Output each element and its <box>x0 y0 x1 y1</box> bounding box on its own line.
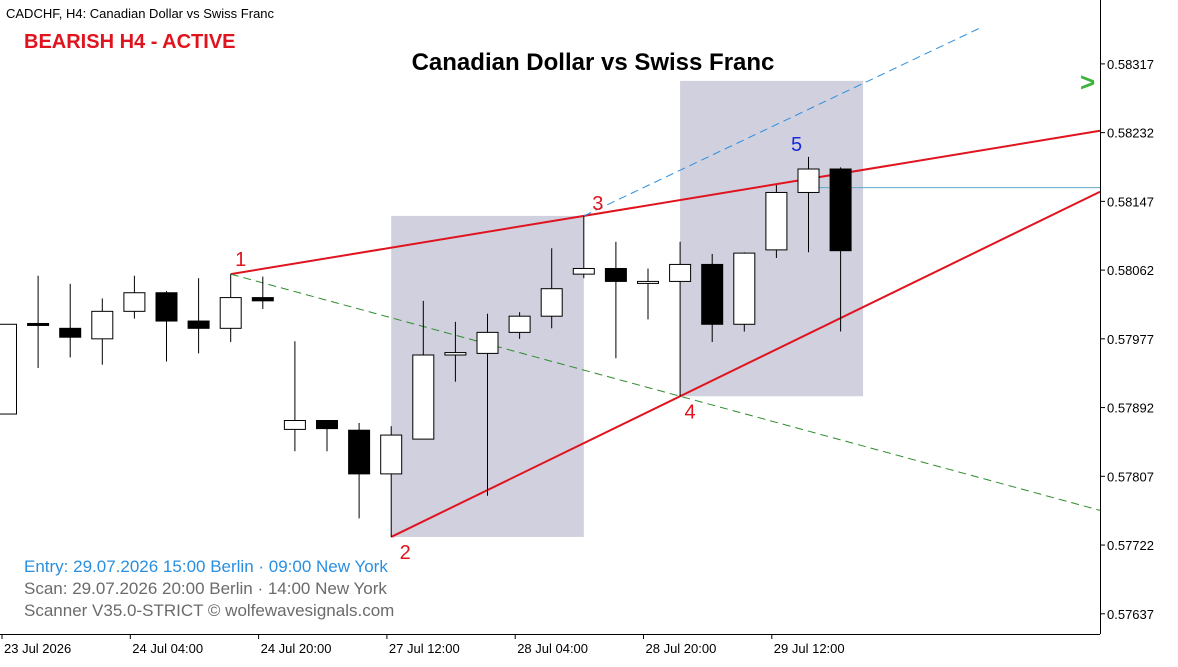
candle-body <box>637 280 659 284</box>
candle-9 <box>251 276 274 309</box>
candle-17 <box>508 312 531 339</box>
price-axis-layer: 0.58317 0.58232 0.58147 0.58062 0.57977 0.578… <box>1100 0 1154 634</box>
time-tick-label: 24 Jul 04:00 <box>132 641 203 656</box>
signal-arrow-icon: > <box>1080 67 1095 97</box>
window-title: CADCHF, H4: Canadian Dollar vs Swiss Fra… <box>6 6 275 21</box>
candle-15 <box>444 321 467 382</box>
chart-heading: Canadian Dollar vs Swiss Franc <box>412 49 775 76</box>
candle-body <box>123 292 146 312</box>
wave-line-1-3 <box>230 129 1101 276</box>
price-tick-label: 0.58147 <box>1107 194 1154 209</box>
time-axis-layer: 23 Jul 2026 24 Jul 04:00 24 Jul 20:00 27 Ju… <box>0 634 1100 656</box>
candle-4 <box>91 298 114 365</box>
candle-body <box>59 327 82 338</box>
candle-body <box>444 352 467 356</box>
candles-layer <box>0 156 852 537</box>
time-tick-label: 23 Jul 2026 <box>4 641 71 656</box>
projection-line-3-5 <box>583 27 981 217</box>
candle-8 <box>219 274 242 343</box>
candle-20 <box>604 241 627 359</box>
candle-body <box>701 263 724 325</box>
candle-1 <box>0 323 17 415</box>
candle-body <box>476 331 499 354</box>
price-tick-label: 0.57637 <box>1107 607 1154 622</box>
price-tick-label: 0.57892 <box>1107 401 1154 416</box>
candle-body <box>669 263 692 282</box>
candle-body <box>316 420 338 430</box>
price-tick-label: 0.58062 <box>1107 263 1154 278</box>
candle-27 <box>829 167 852 332</box>
candle-body <box>380 434 403 475</box>
candle-body <box>765 191 788 251</box>
candle-19 <box>572 215 595 279</box>
candle-2 <box>27 275 50 368</box>
candle-body <box>348 429 371 475</box>
candle-body <box>572 267 595 275</box>
candle-body <box>219 297 242 329</box>
candle-body <box>540 288 563 317</box>
candle-5 <box>123 275 146 319</box>
candle-body <box>0 323 17 415</box>
wave-point-2: 2 <box>400 542 411 564</box>
candle-body <box>155 292 178 322</box>
candle-11 <box>316 420 338 452</box>
candle-body <box>412 354 435 440</box>
time-tick-label: 28 Jul 04:00 <box>517 641 588 656</box>
candle-body <box>27 322 50 326</box>
candle-14 <box>412 300 435 440</box>
wave-point-1: 1 <box>235 249 246 271</box>
candle-body <box>91 310 114 340</box>
time-tick-label: 29 Jul 12:00 <box>774 641 845 656</box>
candle-23 <box>701 253 724 343</box>
price-tick-label: 0.57807 <box>1107 469 1154 484</box>
candle-body <box>187 320 210 329</box>
candle-body <box>829 168 852 252</box>
candle-body <box>797 168 820 193</box>
price-tick-label: 0.58232 <box>1107 126 1154 141</box>
wave-line-2-4 <box>390 190 1101 538</box>
signal-label: BEARISH H4 - ACTIVE <box>24 31 236 53</box>
candle-body <box>733 252 756 325</box>
wave-points-layer: 1 2 3 4 5 <box>235 134 802 564</box>
price-tick-label: 0.57722 <box>1107 538 1154 553</box>
candle-24 <box>733 252 756 332</box>
price-tick-label: 0.58317 <box>1107 57 1154 72</box>
candle-10 <box>283 341 306 452</box>
candle-26 <box>797 156 820 253</box>
candle-21 <box>637 268 659 320</box>
price-tick-label: 0.57977 <box>1107 332 1154 347</box>
candle-body <box>251 297 274 302</box>
candle-body <box>283 420 306 430</box>
time-tick-label: 27 Jul 12:00 <box>389 641 460 656</box>
time-tick-label: 28 Jul 20:00 <box>646 641 717 656</box>
candle-16 <box>476 313 499 496</box>
candle-13 <box>380 426 403 537</box>
candle-6 <box>155 291 178 362</box>
candle-12 <box>348 422 371 519</box>
candle-body <box>604 267 627 282</box>
entry-line: Entry: 29.07.2026 15:00 Berlin · 09:00 N… <box>24 557 388 576</box>
projection-line-1-4 <box>230 273 1101 511</box>
candle-25 <box>765 185 788 258</box>
scanner-line: Scanner V35.0-STRICT © wolfewavesignals.… <box>24 601 394 620</box>
scan-line: Scan: 29.07.2026 20:00 Berlin · 14:00 Ne… <box>24 579 387 598</box>
candle-body <box>508 315 531 333</box>
wave-point-5: 5 <box>791 134 802 156</box>
wave-point-4: 4 <box>685 401 696 423</box>
wave-lines-layer <box>230 27 1101 538</box>
candle-7 <box>187 278 210 354</box>
candle-22 <box>669 241 692 397</box>
candle-3 <box>59 283 82 358</box>
candle-18 <box>540 248 563 329</box>
wave-point-3: 3 <box>592 193 603 215</box>
time-tick-label: 24 Jul 20:00 <box>261 641 332 656</box>
